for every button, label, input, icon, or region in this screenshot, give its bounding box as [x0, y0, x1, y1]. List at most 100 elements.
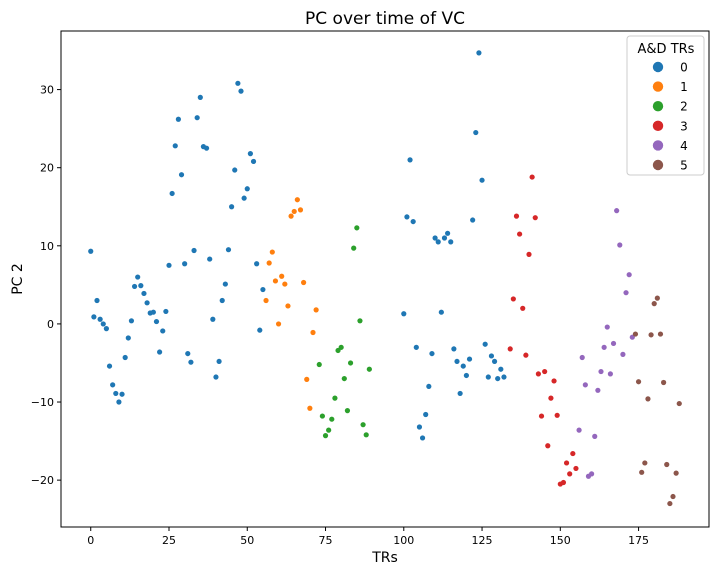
data-point-series-5 [639, 469, 645, 475]
data-point-series-1 [279, 273, 285, 279]
data-point-series-5 [676, 400, 682, 407]
data-point-series-0 [247, 151, 253, 157]
y-tick-label: 0 [47, 318, 54, 331]
data-point-series-2 [322, 433, 329, 439]
data-point-series-5 [654, 295, 660, 301]
data-point-series-0 [106, 363, 113, 369]
data-point-series-4 [589, 471, 595, 477]
y-tick-label: −10 [31, 396, 54, 409]
x-tick-label: 75 [319, 534, 333, 547]
data-point-series-0 [188, 359, 194, 365]
data-point-series-0 [178, 172, 185, 178]
data-point-series-5 [657, 331, 664, 337]
data-point-series-2 [347, 360, 354, 366]
data-point-series-0 [131, 283, 138, 290]
data-point-series-0 [419, 435, 426, 441]
data-point-series-0 [491, 358, 498, 365]
data-point-series-0 [163, 308, 169, 315]
data-point-series-0 [401, 311, 407, 317]
x-tick-label: 125 [472, 534, 493, 547]
data-point-series-0 [485, 374, 491, 380]
y-tick-label: 30 [40, 84, 54, 97]
data-point-series-2 [329, 416, 335, 422]
data-point-series-0 [119, 391, 125, 397]
data-point-series-0 [185, 350, 191, 357]
data-point-series-2 [357, 318, 363, 324]
data-point-series-3 [548, 395, 554, 401]
legend-label-5: 5 [680, 159, 688, 173]
legend-marker-2 [652, 101, 664, 112]
points-layer [88, 50, 682, 507]
y-axis-label: PC 2 [10, 263, 26, 295]
data-point-series-0 [113, 390, 119, 397]
data-point-series-4 [620, 351, 626, 357]
legend-marker-1 [652, 81, 664, 92]
data-point-series-0 [426, 383, 432, 390]
data-point-series-5 [667, 500, 673, 507]
data-point-series-1 [272, 278, 279, 284]
data-point-series-5 [632, 331, 639, 337]
data-point-series-0 [254, 261, 260, 267]
data-point-series-0 [451, 346, 457, 352]
data-point-series-1 [294, 197, 300, 203]
data-point-series-0 [501, 374, 507, 380]
data-point-series-0 [488, 353, 495, 359]
data-point-series-0 [470, 217, 476, 223]
y-axis-ticks: −20 −10 0 10 20 30 [31, 84, 61, 487]
data-point-series-1 [266, 260, 272, 266]
data-point-series-1 [288, 213, 294, 219]
data-point-series-0 [91, 314, 97, 320]
legend-marker-5 [652, 159, 664, 171]
data-point-series-3 [529, 174, 535, 180]
data-point-series-0 [410, 218, 416, 225]
plot-area [60, 30, 710, 528]
data-point-series-0 [432, 235, 438, 241]
data-point-series-3 [510, 296, 516, 302]
data-point-series-0 [100, 321, 106, 327]
x-tick-label: 150 [550, 534, 571, 547]
data-point-series-1 [263, 297, 269, 304]
data-point-series-0 [169, 190, 175, 197]
data-point-series-0 [219, 297, 225, 304]
data-point-series-0 [429, 350, 435, 357]
legend-marker-0 [652, 61, 664, 73]
data-point-series-0 [473, 129, 479, 136]
data-point-series-4 [598, 368, 604, 375]
data-point-series-1 [304, 376, 310, 382]
data-point-series-0 [128, 318, 135, 324]
data-point-series-3 [545, 443, 551, 449]
data-point-series-4 [626, 272, 632, 278]
data-point-series-4 [604, 324, 610, 330]
data-point-series-0 [172, 143, 178, 149]
data-point-series-0 [194, 115, 200, 121]
data-point-series-4 [595, 387, 601, 393]
data-point-series-1 [275, 321, 282, 327]
data-point-series-2 [326, 427, 332, 433]
data-point-series-4 [601, 344, 607, 350]
data-point-series-2 [360, 422, 366, 428]
data-point-series-2 [341, 375, 347, 382]
data-point-series-0 [182, 261, 188, 267]
data-point-series-0 [150, 309, 156, 315]
data-point-series-0 [153, 318, 160, 325]
data-point-series-0 [438, 309, 444, 315]
data-point-series-4 [579, 354, 585, 361]
data-point-series-0 [213, 374, 219, 380]
data-point-series-0 [244, 186, 250, 192]
legend-entries: 0 1 2 3 4 5 [652, 61, 688, 173]
legend-box [626, 35, 705, 176]
data-point-series-2 [363, 432, 369, 438]
data-point-series-2 [344, 408, 351, 414]
data-point-series-0 [175, 116, 181, 122]
data-point-series-0 [166, 262, 172, 268]
data-point-series-5 [661, 379, 667, 386]
data-point-series-2 [354, 225, 360, 231]
data-point-series-5 [670, 493, 676, 500]
data-point-series-3 [513, 213, 520, 219]
data-point-series-0 [457, 390, 463, 397]
data-point-series-0 [445, 230, 451, 236]
legend-title: A&D TRs [638, 42, 695, 57]
data-point-series-0 [466, 356, 473, 362]
data-point-series-4 [592, 433, 598, 439]
data-point-series-4 [617, 242, 623, 248]
